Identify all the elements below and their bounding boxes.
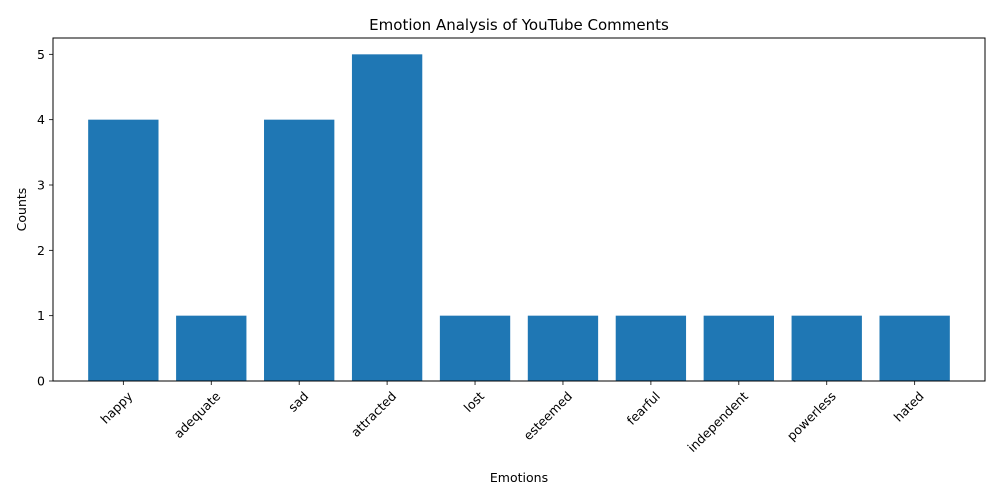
x-tick-label: fearful [624, 389, 663, 428]
y-axis-ticks: 0 1 2 3 4 5 [37, 47, 53, 389]
bar-independent [703, 315, 774, 381]
x-tick-label: hated [891, 389, 927, 425]
y-tick-label: 4 [37, 112, 45, 127]
y-tick-label: 1 [37, 308, 45, 323]
x-tick-label: esteemed [520, 389, 575, 444]
bar-hated [879, 315, 950, 381]
x-tick-label: sad [285, 389, 311, 415]
bar-adequate [176, 315, 247, 381]
bar-powerless [791, 315, 862, 381]
x-tick-label: adequate [171, 388, 224, 441]
y-tick-label: 3 [37, 178, 45, 193]
bar-happy [88, 119, 159, 382]
bar-lost [439, 315, 511, 381]
x-tick-label: lost [461, 388, 488, 415]
bar-attracted [351, 54, 423, 381]
bars-group [88, 54, 950, 382]
y-tick-label: 2 [37, 243, 45, 258]
x-tick-label: happy [97, 388, 136, 427]
y-tick-label: 0 [37, 374, 45, 389]
plot-frame [52, 37, 986, 382]
x-tick-label: attracted [348, 389, 399, 440]
x-axis-label: Emotions [490, 470, 548, 485]
chart-title: Emotion Analysis of YouTube Comments [369, 16, 669, 34]
bar-esteemed [527, 315, 599, 381]
y-axis-label: Counts [14, 188, 29, 232]
x-axis-ticks: happy adequate sad attracted lost esteemed fea… [97, 381, 927, 455]
x-tick-label: independent [684, 388, 751, 455]
y-tick-label: 5 [37, 47, 45, 62]
bar-fearful [615, 315, 687, 381]
bar-sad [264, 119, 335, 382]
x-tick-label: powerless [784, 389, 839, 444]
